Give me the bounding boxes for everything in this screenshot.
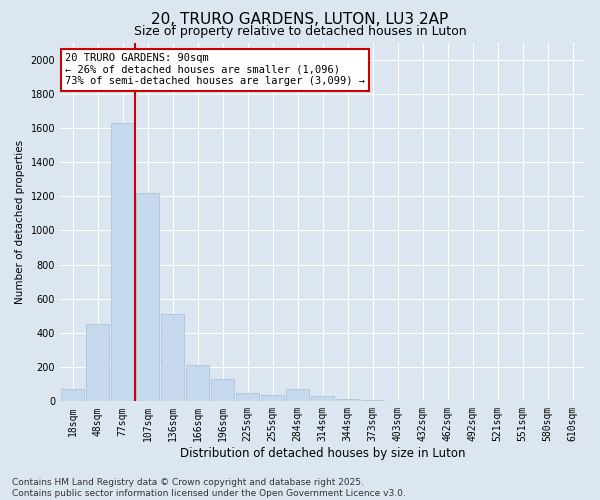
Text: Contains HM Land Registry data © Crown copyright and database right 2025.
Contai: Contains HM Land Registry data © Crown c… [12, 478, 406, 498]
Y-axis label: Number of detached properties: Number of detached properties [15, 140, 25, 304]
Bar [186, 364, 209, 402]
Text: 20, TRURO GARDENS, LUTON, LU3 2AP: 20, TRURO GARDENS, LUTON, LU3 2AP [151, 12, 449, 28]
Bar [61, 388, 84, 402]
Bar [136, 193, 159, 402]
Bar [211, 379, 234, 402]
Bar [361, 400, 384, 402]
Bar [161, 314, 184, 402]
Bar [261, 396, 284, 402]
Bar [336, 399, 359, 402]
Bar [86, 324, 109, 402]
Bar [111, 123, 134, 402]
Bar [286, 388, 309, 402]
Bar [311, 396, 334, 402]
X-axis label: Distribution of detached houses by size in Luton: Distribution of detached houses by size … [180, 447, 465, 460]
Text: 20 TRURO GARDENS: 90sqm
← 26% of detached houses are smaller (1,096)
73% of semi: 20 TRURO GARDENS: 90sqm ← 26% of detache… [65, 54, 365, 86]
Bar [236, 393, 259, 402]
Text: Size of property relative to detached houses in Luton: Size of property relative to detached ho… [134, 25, 466, 38]
